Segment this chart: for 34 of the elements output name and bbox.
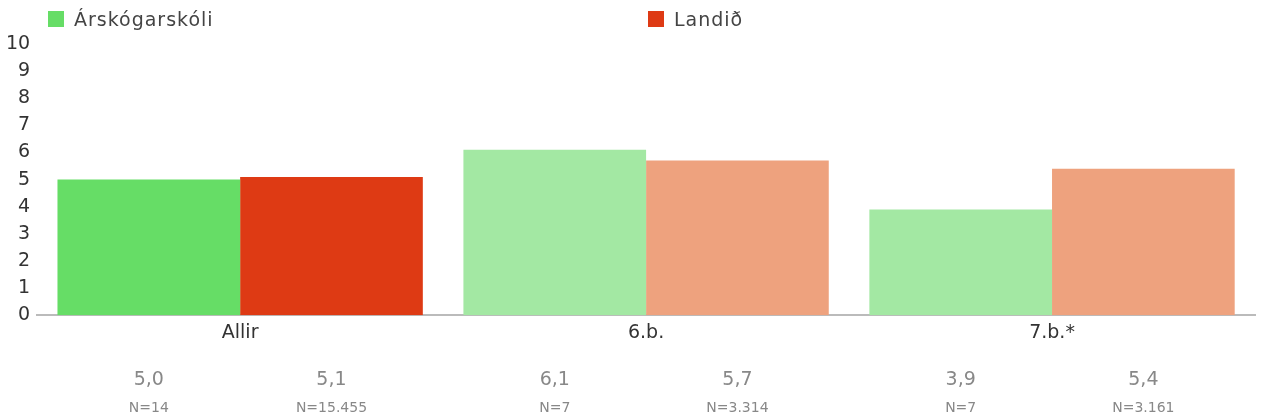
y-tick-label: 5	[18, 166, 31, 189]
data-label: 6,1	[539, 366, 570, 389]
data-label: 3,9	[945, 366, 976, 389]
y-tick-label: 4	[18, 193, 31, 216]
text: N=15.455	[295, 398, 368, 415]
legend-label: Landið	[674, 8, 744, 30]
data-label: 5,1	[316, 366, 347, 389]
data-label: 5,7	[722, 366, 753, 389]
x-tick-label: 7.b.*	[1029, 319, 1075, 342]
bar	[57, 179, 241, 316]
y-tick-label: 7	[18, 112, 31, 135]
bar	[1052, 168, 1235, 316]
bar	[463, 149, 647, 316]
y-tick-label: 0	[18, 302, 31, 325]
data-label: 5,4	[1128, 366, 1159, 389]
text: N=7	[539, 398, 571, 415]
data-label: 5,0	[133, 366, 164, 389]
text: N=7	[945, 398, 977, 415]
x-tick-label: Allir	[221, 319, 259, 342]
bar	[240, 176, 423, 316]
y-tick-label: 9	[18, 58, 31, 81]
text: N=3.314	[706, 398, 769, 415]
y-tick-label: 1	[18, 275, 31, 298]
legend-label: Árskógarskóli	[74, 8, 214, 30]
text: N=14	[128, 398, 169, 415]
bar	[869, 209, 1053, 316]
y-tick-label: 10	[5, 30, 31, 53]
text: N=3.161	[1112, 398, 1175, 415]
y-tick-label: 2	[18, 247, 31, 270]
bar	[646, 160, 829, 316]
y-tick-label: 3	[18, 220, 31, 243]
y-tick-label: 6	[18, 139, 31, 162]
y-tick-label: 8	[18, 85, 31, 108]
x-tick-label: 6.b.	[627, 319, 665, 342]
